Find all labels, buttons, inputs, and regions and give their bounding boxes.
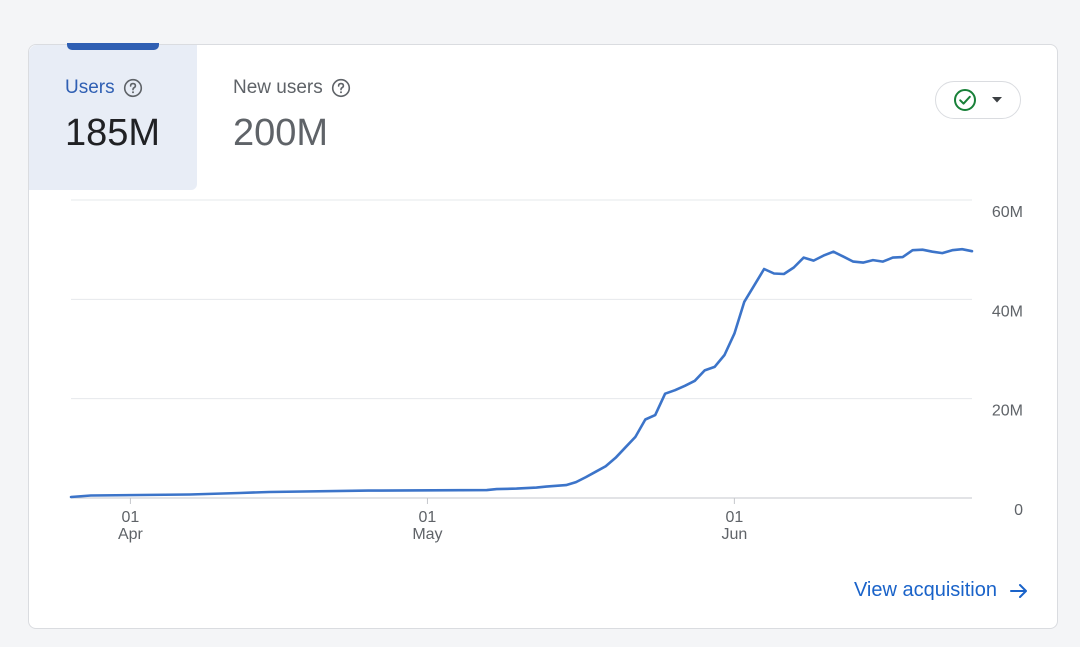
chart-series: [69, 247, 974, 499]
x-tick-day-label: 01: [419, 509, 437, 526]
y-tick-label: 0: [1014, 502, 1023, 519]
y-tick-label: 60M: [992, 204, 1023, 221]
y-tick-label: 20M: [992, 403, 1023, 420]
y-axis-ticks: 0 20M 40M 60M: [992, 204, 1023, 519]
x-tick-month-label: Apr: [118, 526, 144, 543]
tab-new-users-label: New users: [233, 77, 323, 98]
check-circle-icon: [954, 89, 976, 111]
view-acquisition-link[interactable]: View acquisition: [854, 579, 1029, 602]
active-tab-indicator: [67, 43, 159, 50]
tab-users-value: 185M: [65, 112, 161, 154]
tab-users-label-row: Users: [65, 77, 143, 99]
help-icon[interactable]: [123, 78, 143, 98]
chart-gridlines: [71, 199, 972, 499]
tab-new-users-value: 200M: [233, 112, 329, 154]
x-tick-day-label: 01: [725, 509, 743, 526]
tab-users-label: Users: [65, 77, 115, 98]
y-tick-label: 40M: [992, 303, 1023, 320]
tab-new-users-label-row: New users: [233, 77, 351, 99]
users-series-line: [69, 247, 974, 499]
chart-options-selector[interactable]: [935, 81, 1021, 119]
help-icon[interactable]: [331, 78, 351, 98]
tab-new-users[interactable]: New users 200M: [197, 45, 397, 190]
users-overview-card: Users 185M New users 200M: [28, 43, 1058, 629]
caret-down-icon: [992, 97, 1002, 103]
tab-users[interactable]: Users 185M: [29, 43, 197, 190]
x-tick-month-label: May: [412, 526, 442, 543]
x-tick-day-label: 01: [122, 509, 140, 526]
x-tick-month-label: Jun: [721, 526, 747, 543]
view-acquisition-label: View acquisition: [853, 579, 997, 601]
arrow-right-icon: [1010, 583, 1027, 598]
